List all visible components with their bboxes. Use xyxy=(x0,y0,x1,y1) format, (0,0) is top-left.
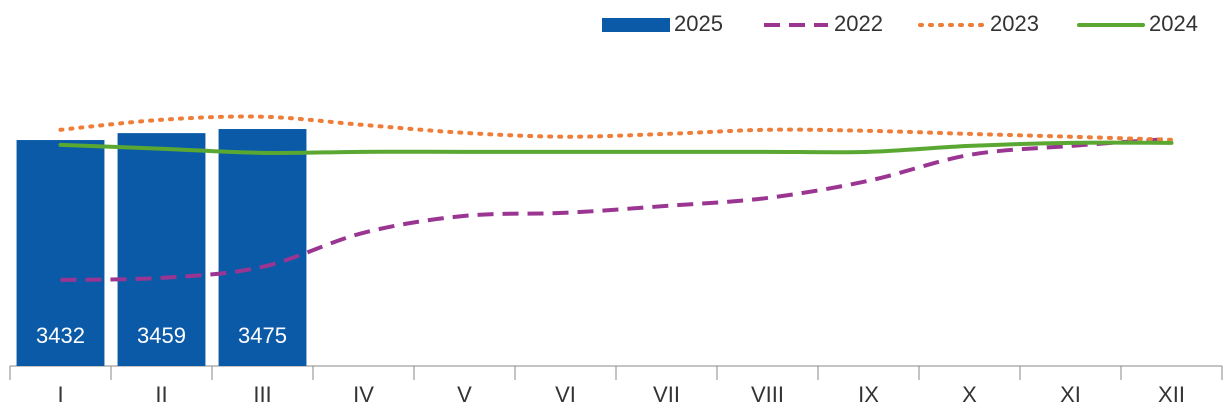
bar-label: 3475 xyxy=(238,323,287,348)
x-tick-label: XII xyxy=(1158,382,1185,407)
x-tick-label: III xyxy=(253,382,271,407)
x-tick-label: XI xyxy=(1060,382,1081,407)
bar-label: 3432 xyxy=(36,323,85,348)
x-tick-label: VII xyxy=(653,382,680,407)
line xyxy=(60,136,1172,282)
legend-swatch xyxy=(602,18,670,32)
legend-label: 2022 xyxy=(834,11,883,36)
x-tick-label: V xyxy=(457,382,472,407)
x-tick-label: X xyxy=(962,382,977,407)
x-tick-label: I xyxy=(57,382,63,407)
line xyxy=(58,114,1174,142)
x-tick-label: IV xyxy=(353,382,374,407)
legend-label: 2024 xyxy=(1149,11,1198,36)
x-tick-label: II xyxy=(155,382,167,407)
bar-label: 3459 xyxy=(137,323,186,348)
bar xyxy=(16,140,105,366)
legend-label: 2025 xyxy=(674,11,723,36)
legend-label: 2023 xyxy=(990,11,1039,36)
x-tick-label: IX xyxy=(858,382,879,407)
bar xyxy=(218,129,307,366)
line xyxy=(58,140,1174,155)
x-tick-label: VIII xyxy=(751,382,784,407)
bar xyxy=(117,133,206,366)
x-tick-label: VI xyxy=(555,382,576,407)
